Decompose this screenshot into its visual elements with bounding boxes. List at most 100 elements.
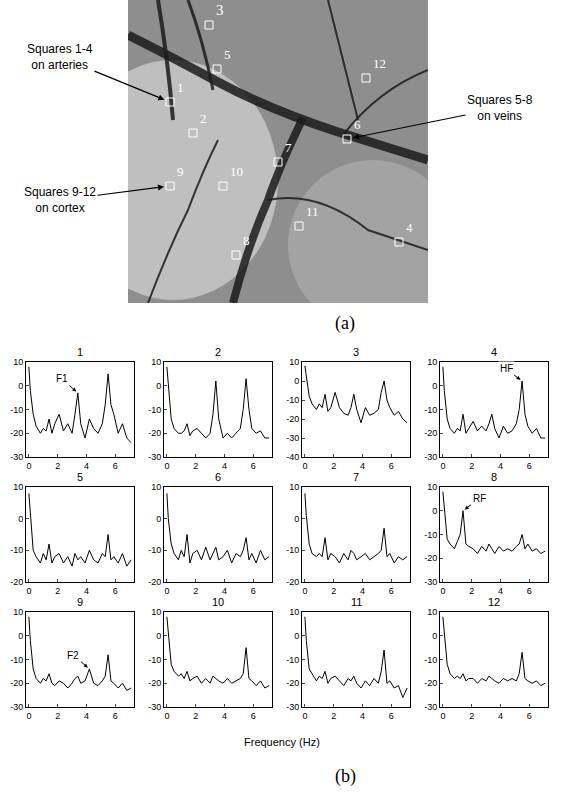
svg-text:-20: -20 xyxy=(148,678,161,688)
svg-text:-30: -30 xyxy=(286,702,299,712)
svg-text:12: 12 xyxy=(488,596,500,608)
svg-text:10: 10 xyxy=(13,482,23,492)
svg-text:-20: -20 xyxy=(148,428,161,438)
svg-text:-10: -10 xyxy=(286,395,299,405)
svg-text:6: 6 xyxy=(389,586,394,596)
svg-text:0: 0 xyxy=(302,711,307,721)
svg-text:11: 11 xyxy=(351,596,362,608)
svg-text:-20: -20 xyxy=(148,577,161,587)
svg-text:-10: -10 xyxy=(424,655,437,665)
svg-text:Squares 5-8on veins: Squares 5-8on veins xyxy=(467,93,533,123)
svg-text:0: 0 xyxy=(440,711,445,721)
svg-text:10: 10 xyxy=(427,482,437,492)
svg-text:0: 0 xyxy=(26,461,31,471)
svg-text:4: 4 xyxy=(222,461,227,471)
svg-text:0: 0 xyxy=(432,506,437,516)
svg-text:1: 1 xyxy=(77,346,83,358)
svg-text:2: 2 xyxy=(215,346,221,358)
svg-text:6: 6 xyxy=(113,461,118,471)
svg-text:0: 0 xyxy=(26,586,31,596)
svg-text:-20: -20 xyxy=(10,678,23,688)
svg-text:6: 6 xyxy=(251,461,256,471)
svg-text:6: 6 xyxy=(113,711,118,721)
svg-text:10: 10 xyxy=(151,482,161,492)
svg-text:0: 0 xyxy=(26,711,31,721)
svg-text:4: 4 xyxy=(360,711,365,721)
svg-text:0: 0 xyxy=(18,381,23,391)
svg-text:0: 0 xyxy=(302,586,307,596)
svg-text:-20: -20 xyxy=(424,428,437,438)
svg-text:0: 0 xyxy=(440,461,445,471)
svg-text:-10: -10 xyxy=(424,530,437,540)
svg-text:10: 10 xyxy=(289,357,299,367)
svg-text:4: 4 xyxy=(84,586,89,596)
svg-text:3: 3 xyxy=(216,2,224,18)
svg-text:4: 4 xyxy=(360,586,365,596)
svg-text:0: 0 xyxy=(156,514,161,524)
svg-text:6: 6 xyxy=(527,711,532,721)
svg-text:10: 10 xyxy=(230,164,243,179)
svg-text:-10: -10 xyxy=(286,545,299,555)
svg-text:0: 0 xyxy=(18,514,23,524)
svg-text:4: 4 xyxy=(491,346,497,358)
svg-text:4: 4 xyxy=(360,461,365,471)
svg-text:-30: -30 xyxy=(286,433,299,443)
svg-text:2: 2 xyxy=(469,586,474,596)
svg-text:0: 0 xyxy=(164,586,169,596)
svg-text:-30: -30 xyxy=(10,452,23,462)
svg-text:6: 6 xyxy=(113,586,118,596)
svg-text:2: 2 xyxy=(55,461,60,471)
svg-text:2: 2 xyxy=(200,111,207,126)
svg-text:2: 2 xyxy=(331,711,336,721)
svg-text:-10: -10 xyxy=(148,655,161,665)
svg-text:(a): (a) xyxy=(335,313,355,334)
svg-text:8: 8 xyxy=(243,233,250,248)
svg-text:-10: -10 xyxy=(10,545,23,555)
svg-text:4: 4 xyxy=(498,586,503,596)
svg-text:4: 4 xyxy=(222,586,227,596)
svg-text:4: 4 xyxy=(222,711,227,721)
svg-text:(b): (b) xyxy=(335,766,356,787)
svg-text:-20: -20 xyxy=(286,577,299,587)
svg-text:-20: -20 xyxy=(424,553,437,563)
svg-text:9: 9 xyxy=(177,164,184,179)
svg-text:7: 7 xyxy=(285,140,292,155)
svg-text:4: 4 xyxy=(498,461,503,471)
svg-text:10: 10 xyxy=(427,607,437,617)
svg-text:-20: -20 xyxy=(424,678,437,688)
svg-text:-10: -10 xyxy=(424,405,437,415)
svg-text:2: 2 xyxy=(469,711,474,721)
svg-text:-30: -30 xyxy=(424,577,437,587)
svg-text:2: 2 xyxy=(55,711,60,721)
svg-text:2: 2 xyxy=(55,586,60,596)
svg-text:-30: -30 xyxy=(10,702,23,712)
svg-text:-20: -20 xyxy=(10,428,23,438)
svg-text:10: 10 xyxy=(427,357,437,367)
svg-text:-30: -30 xyxy=(148,452,161,462)
svg-text:6: 6 xyxy=(389,461,394,471)
svg-text:Squares 9-12on cortex: Squares 9-12on cortex xyxy=(24,185,96,215)
svg-text:2: 2 xyxy=(193,586,198,596)
svg-text:2: 2 xyxy=(193,461,198,471)
svg-text:-10: -10 xyxy=(148,545,161,555)
svg-text:HF: HF xyxy=(500,363,513,374)
svg-text:-30: -30 xyxy=(424,702,437,712)
svg-text:2: 2 xyxy=(193,711,198,721)
svg-text:3: 3 xyxy=(353,346,359,358)
svg-text:0: 0 xyxy=(432,381,437,391)
svg-text:10: 10 xyxy=(289,607,299,617)
svg-text:-10: -10 xyxy=(148,405,161,415)
svg-text:0: 0 xyxy=(156,381,161,391)
svg-text:0: 0 xyxy=(294,514,299,524)
svg-text:4: 4 xyxy=(406,220,413,235)
svg-text:F2: F2 xyxy=(67,650,79,661)
svg-text:Squares 1-4on arteries: Squares 1-4on arteries xyxy=(27,42,93,72)
svg-text:Frequency (Hz): Frequency (Hz) xyxy=(244,736,320,748)
svg-text:RF: RF xyxy=(473,493,486,504)
svg-text:4: 4 xyxy=(84,711,89,721)
svg-text:5: 5 xyxy=(77,471,83,483)
svg-text:5: 5 xyxy=(224,47,231,62)
svg-text:0: 0 xyxy=(302,461,307,471)
svg-text:7: 7 xyxy=(353,471,359,483)
svg-text:-30: -30 xyxy=(148,702,161,712)
